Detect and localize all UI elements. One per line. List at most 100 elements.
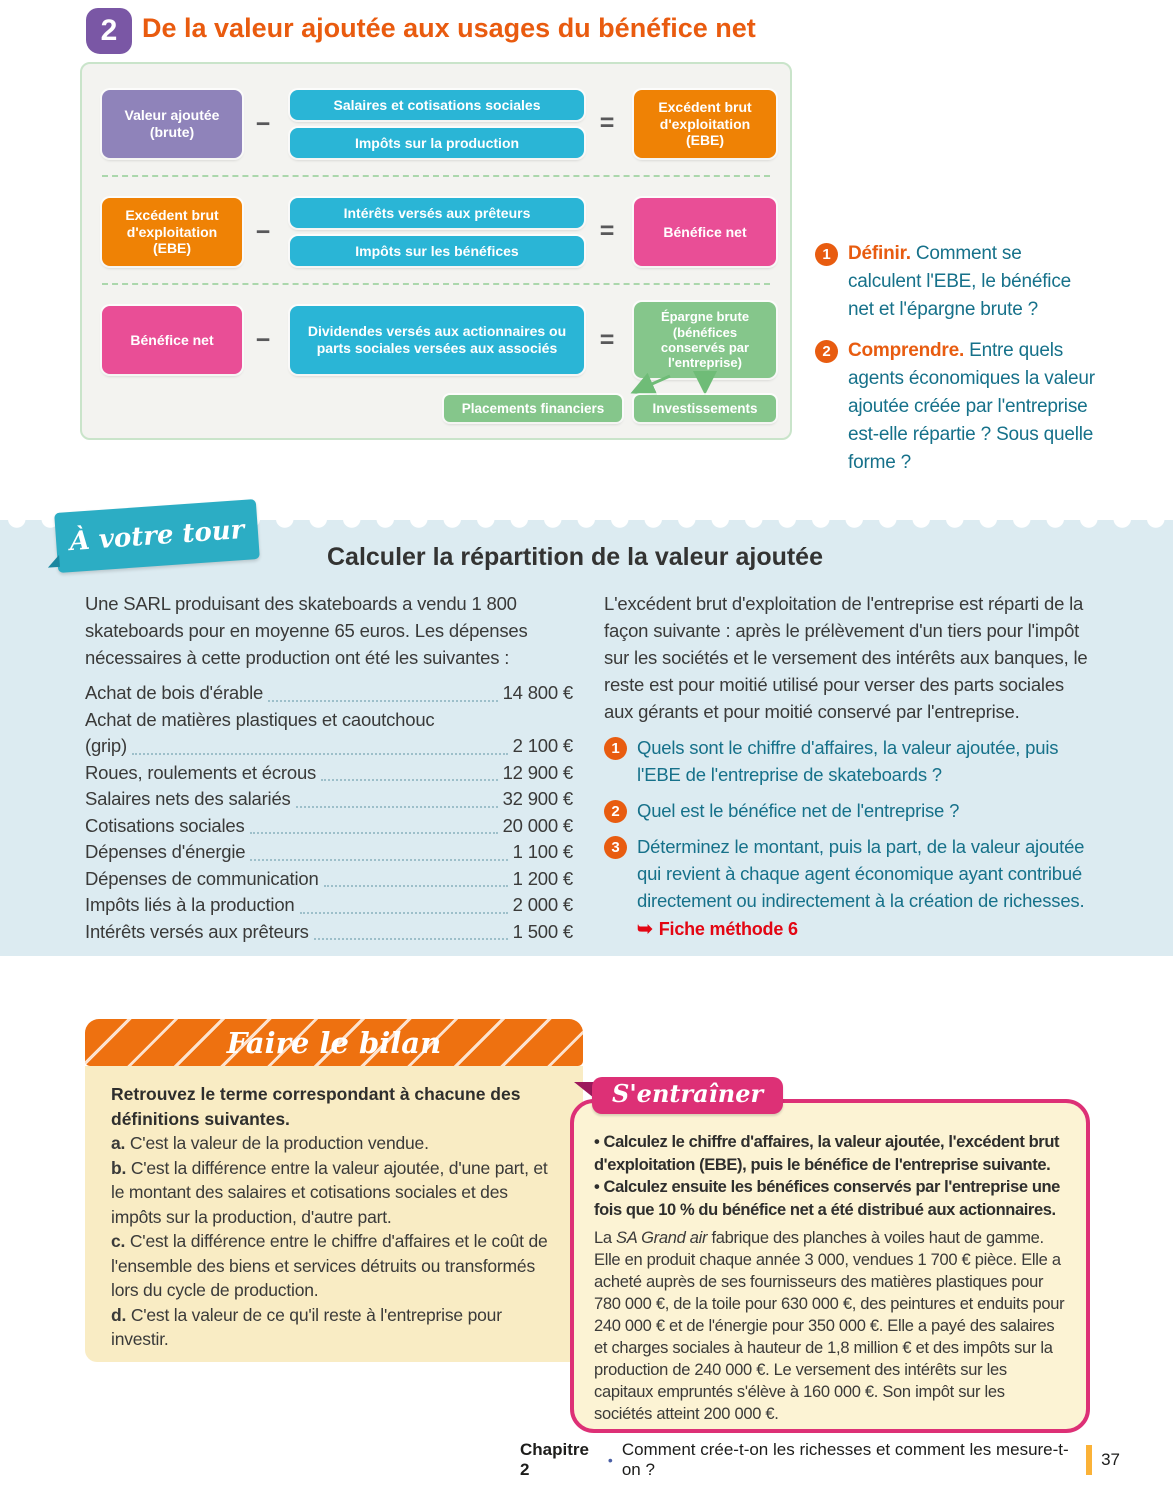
footer-separator: • (607, 1452, 613, 1468)
dotted-leader (313, 938, 508, 940)
expense-row: Dépenses d'énergie 1 100 € (85, 839, 573, 866)
question-text: Déterminez le montant, puis la part, de … (637, 836, 1085, 911)
dashed-divider (102, 175, 770, 177)
bilan-item: d. C'est la valeur de ce qu'il reste à l… (111, 1303, 557, 1352)
value-flow-diagram: Valeur ajoutée (brute) − Salaires et cot… (80, 62, 792, 440)
diagram-box-valeur-ajoutee: Valeur ajoutée (brute) (102, 90, 242, 158)
expense-row: Achat de matières plastiques et caoutcho… (85, 707, 573, 734)
expense-row: Cotisations sociales 20 000 € (85, 813, 573, 840)
faire-le-bilan-body: Retrouvez le terme correspondant à chacu… (85, 1066, 583, 1362)
expense-value: 1 500 € (512, 920, 574, 942)
expense-label: Impôts liés à la production (85, 894, 295, 915)
expense-value: 2 100 € (512, 735, 574, 756)
expense-value: 14 800 € (502, 682, 574, 703)
expense-value: 12 900 € (502, 761, 574, 783)
activity-right-column: L'excédent brut d'exploitation de l'entr… (604, 590, 1092, 943)
dotted-leader (131, 752, 508, 755)
question-number-badge: 3 (604, 836, 627, 859)
sentrainer-bullet: • Calculez le chiffre d'affaires, la val… (594, 1133, 1060, 1174)
question-text: Définir. Comment se calculent l'EBE, le … (848, 240, 1095, 324)
diagram-box-investissements: Investissements (634, 395, 776, 422)
question-item: 2 Quel est le bénéfice net de l'entrepri… (604, 797, 1092, 824)
expense-row: Roues, roulements et écrous 12 900 € (85, 760, 573, 787)
expense-label: (grip) (85, 735, 127, 756)
question-item: 3 Déterminez le montant, puis la part, d… (604, 833, 1092, 914)
diagram-box-interets: Intérêts versés aux prêteurs (290, 198, 584, 228)
question-item: 1 Quels sont le chiffre d'affaires, la v… (604, 734, 1092, 788)
exercise-prefix: La (594, 1229, 617, 1247)
minus-operator: − (255, 218, 271, 246)
activity-intro-left: Une SARL produisant des skateboards a ve… (85, 593, 528, 668)
company-name: SA Grand air (616, 1229, 708, 1247)
page-footer: Chapitre 2 • Comment crée-t-on les riche… (520, 1440, 1120, 1480)
bilan-intro: Retrouvez le terme correspondant à chacu… (111, 1084, 521, 1129)
diagram-box-ebe: Excédent brut d'exploitation (EBE) (102, 198, 242, 266)
equals-operator: = (599, 326, 615, 354)
sentrainer-label: S'entraîner (592, 1077, 784, 1114)
sentrainer-box: • Calculez le chiffre d'affaires, la val… (570, 1099, 1090, 1433)
activity-title: Calculer la répartition de la valeur ajo… (326, 543, 823, 571)
expense-value: 32 900 € (502, 788, 574, 809)
diagram-box-impots-benefices: Impôts sur les bénéfices (290, 236, 584, 266)
diagram-box-placements: Placements financiers (444, 395, 622, 422)
question-item: 1 Définir. Comment se calculent l'EBE, l… (815, 240, 1095, 324)
question-verb: Comprendre. (848, 340, 965, 361)
fiche-methode-label: Fiche méthode 6 (658, 919, 798, 939)
bilan-item: a. C'est la valeur de la production vend… (111, 1131, 557, 1156)
expense-label: Roues, roulements et écrous (85, 761, 317, 783)
bilan-item-letter: a. (111, 1133, 126, 1153)
diagram-box-benefice-net-result: Bénéfice net (634, 198, 776, 266)
expense-label: Cotisations sociales (85, 814, 245, 836)
sentrainer-exercise-text: La SA Grand air fabrique des planches à … (594, 1227, 1066, 1425)
bilan-item-text: C'est la valeur de ce qu'il reste à l'en… (111, 1304, 502, 1350)
dotted-leader (299, 911, 508, 914)
expense-label: Salaires nets des salariés (85, 788, 291, 809)
expense-row: Impôts liés à la production 2 000 € (85, 892, 573, 919)
footer-chapter: Chapitre 2 (520, 1440, 589, 1479)
expense-label: Intérêts versés aux prêteurs (85, 920, 309, 942)
bilan-item-text: C'est la valeur de la production vendue. (125, 1133, 429, 1153)
sentrainer-bullet: • Calculez ensuite les bénéfices conserv… (594, 1178, 1060, 1219)
dotted-leader (249, 832, 498, 834)
expense-value: 20 000 € (502, 814, 574, 836)
expense-row: (grip) 2 100 € (85, 733, 573, 760)
question-text: Quel est le bénéfice net de l'entreprise… (637, 800, 960, 821)
section-title: De la valeur ajoutée aux usages du bénéf… (142, 13, 756, 43)
expense-label: Achat de bois d'érable (85, 682, 264, 703)
method-link: ➥ Fiche méthode 6 (637, 916, 1092, 943)
footer-accent-bar (1086, 1445, 1093, 1475)
expense-row: Achat de bois d'érable 14 800 € (85, 680, 573, 707)
question-number-badge: 1 (604, 737, 627, 760)
dashed-divider (102, 283, 770, 285)
dotted-leader (268, 699, 498, 702)
expense-value: 1 200 € (512, 867, 574, 889)
diagram-box-ebe-result: Excédent brut d'exploitation (EBE) (634, 90, 776, 158)
page-number: 37 (1101, 1450, 1120, 1469)
equals-operator: = (599, 109, 615, 137)
expense-value: 2 000 € (512, 894, 574, 915)
dotted-leader (323, 885, 508, 887)
sentrainer-ribbon-fold (574, 1082, 594, 1098)
activity-intro-right: L'excédent brut d'exploitation de l'entr… (604, 593, 1088, 722)
activity-band (0, 519, 1173, 956)
faire-le-bilan-banner: Faire le bilan (85, 1019, 583, 1066)
footer-title: Comment crée-t-on les richesses et comme… (621, 1440, 1069, 1479)
expense-row: Salaires nets des salariés 32 900 € (85, 786, 573, 813)
minus-operator: − (255, 326, 271, 354)
dotted-leader (250, 858, 508, 861)
dotted-leader (321, 779, 498, 781)
bilan-item-text: C'est la différence entre le chiffre d'a… (111, 1231, 548, 1300)
section-number-badge: 2 (86, 8, 132, 54)
expense-value: 1 100 € (512, 841, 574, 862)
question-body: Comment se calculent l'EBE, le bénéfice … (848, 243, 1071, 320)
exercise-body: fabrique des planches à voiles haut de g… (594, 1229, 1065, 1423)
question-item: 2 Comprendre. Entre quels agents économi… (815, 337, 1095, 477)
diagram-box-impots-production: Impôts sur la production (290, 128, 584, 158)
dotted-leader (295, 805, 498, 808)
bilan-item: c. C'est la différence entre le chiffre … (111, 1229, 557, 1303)
question-number-badge: 2 (604, 800, 627, 823)
activity-left-column: Une SARL produisant des skateboards a ve… (85, 590, 573, 945)
bilan-item-letter: b. (111, 1157, 127, 1178)
question-verb: Définir. (848, 243, 911, 264)
